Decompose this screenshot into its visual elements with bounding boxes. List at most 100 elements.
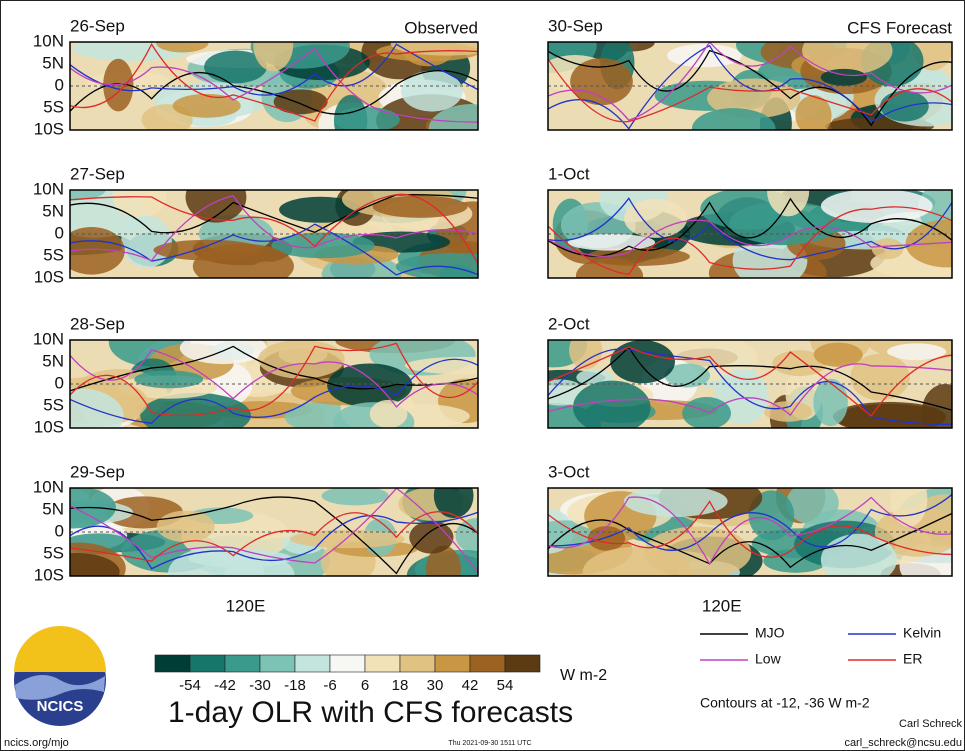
- olr-blob: [795, 95, 832, 130]
- olr-blob: [156, 510, 215, 543]
- olr-blob: [570, 58, 633, 106]
- contour: [548, 346, 952, 411]
- colorbar-tick-label: -42: [214, 677, 236, 694]
- olr-blob: [890, 488, 928, 527]
- lat-label: 5S: [43, 97, 64, 116]
- map: [70, 340, 478, 428]
- lat-label: 10N: [33, 31, 64, 50]
- olr-blob: [682, 397, 731, 428]
- olr-blob: [763, 401, 813, 422]
- colorbar-box: [469, 654, 506, 673]
- colorbar-tick-label: 6: [361, 677, 369, 694]
- colorbar-box: [364, 654, 401, 673]
- map: [548, 488, 952, 576]
- lat-label: 5N: [42, 53, 64, 72]
- map-panel: 27-Sep 10N 5N 0 5S 10S: [33, 164, 479, 286]
- colorbar-tick-label: -54: [179, 677, 201, 694]
- contour: [70, 223, 478, 276]
- panel-date: 29-Sep: [70, 462, 125, 481]
- footer: NCICS W m-2 1-day OLR with CFS forecasts…: [4, 625, 962, 749]
- lat-label: 10S: [34, 267, 64, 286]
- author: Carl Schreck: [899, 718, 962, 730]
- olr-blob: [802, 42, 893, 75]
- lat-label: 0: [55, 373, 64, 392]
- logo-text: NCICS: [37, 698, 84, 715]
- contour: [70, 511, 478, 570]
- olr-blob: [786, 488, 839, 525]
- colorbar-box: [434, 654, 471, 673]
- lon-label: 120E: [226, 596, 266, 615]
- panel-label: Observed: [404, 18, 478, 37]
- contour: [548, 512, 952, 569]
- olr-blob: [623, 488, 728, 517]
- olr-blob: [156, 42, 209, 53]
- colorbar-tick-label: -6: [323, 677, 336, 694]
- url: ncics.org/mjo: [4, 737, 69, 749]
- olr-blob: [321, 488, 389, 506]
- map-frame: [69, 339, 479, 429]
- lat-label: 10S: [34, 565, 64, 584]
- panels: 26-Sep Observed 10N 5N 0 5S 10S 27-Sep 10N 5N 0 5S 1…: [33, 16, 953, 615]
- olr-blob: [567, 233, 656, 251]
- email: carl_schreck@ncsu.edu: [844, 737, 962, 749]
- olr-blob: [70, 552, 120, 576]
- lat-label: 10N: [33, 477, 64, 496]
- contour: [70, 47, 478, 123]
- lat-label: 10N: [33, 179, 64, 198]
- contour: [70, 488, 478, 573]
- olr-blob: [667, 43, 742, 68]
- olr-blob: [140, 392, 251, 428]
- colorbar-tick-label: 42: [462, 677, 479, 694]
- olr-blob: [664, 363, 710, 388]
- colorbar-box: [224, 654, 261, 673]
- lat-label: 10N: [33, 329, 64, 348]
- olr-blob: [573, 380, 651, 428]
- olr-blob: [279, 196, 362, 223]
- lat-label: 5S: [43, 395, 64, 414]
- contour: [548, 206, 952, 276]
- olr-blob: [409, 520, 454, 554]
- lat-label: 0: [55, 521, 64, 540]
- contour: [548, 57, 952, 123]
- olr-blob: [372, 195, 468, 218]
- map: [548, 42, 952, 130]
- map-frame: [69, 189, 479, 279]
- olr-blob: [70, 388, 124, 428]
- legend-label: Kelvin: [903, 625, 941, 641]
- contour: [70, 342, 478, 417]
- olr-blob: [70, 226, 125, 275]
- colorbar-tick-label: -30: [249, 677, 271, 694]
- olr-blob: [691, 108, 776, 130]
- lat-label: 10S: [34, 417, 64, 436]
- map-frame: [547, 339, 953, 429]
- contour: [548, 500, 952, 558]
- contour: [70, 195, 478, 262]
- olr-blob: [369, 399, 408, 428]
- olr-blob: [253, 42, 294, 72]
- lat-label: 5S: [43, 543, 64, 562]
- panel-label: CFS Forecast: [847, 18, 952, 37]
- colorbar-box: [329, 654, 366, 673]
- olr-blob: [582, 546, 692, 576]
- contour: [70, 43, 478, 96]
- map-panel: 2-Oct: [547, 314, 953, 429]
- map: [70, 42, 478, 130]
- olr-blob: [70, 190, 106, 201]
- olr-blob: [586, 247, 690, 266]
- map: [548, 190, 952, 278]
- map-panel: 26-Sep Observed 10N 5N 0 5S 10S: [33, 16, 479, 138]
- map-panel: 29-Sep 10N 5N 0 5S 10S: [33, 462, 479, 584]
- panel-date: 3-Oct: [548, 462, 590, 481]
- olr-blob: [850, 353, 910, 401]
- lat-label: 0: [55, 223, 64, 242]
- olr-blob: [820, 68, 868, 86]
- contour: [548, 496, 952, 566]
- logo: NCICS: [14, 626, 106, 726]
- olr-blob: [204, 50, 267, 84]
- timestamp: Thu 2021-09-30 1511 UTC: [448, 740, 531, 747]
- olr-blob: [185, 190, 247, 223]
- olr-blob: [172, 93, 241, 118]
- olr-blob: [333, 106, 400, 130]
- panel-date: 26-Sep: [70, 16, 125, 35]
